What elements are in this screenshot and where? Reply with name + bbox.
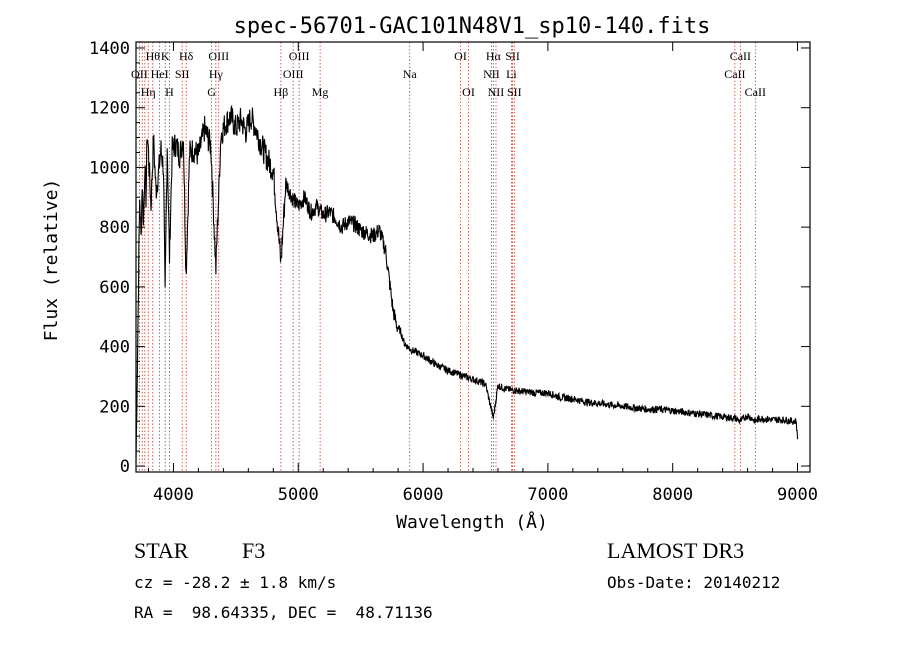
y-tick-label: 1200 [89,99,130,119]
coordinates: RA = 98.64335, DEC = 48.71136 [134,603,433,622]
line-label: Hβ [274,85,289,99]
spectral-line-markers [138,42,756,472]
object-subclass: F3 [242,538,266,563]
y-tick-label: 600 [99,278,130,298]
spectrum-line [135,104,799,464]
line-label: Hθ [146,49,161,63]
spectral-line-labels: OIIHηHθHeIKHSIIHδGHγOIIIHβOIIIOIIIMgNaOI… [131,49,766,99]
redshift-cz: cz = -28.2 ± 1.8 km/s [134,573,337,592]
observation-date: Obs-Date: 20140212 [607,573,781,592]
y-tick-label: 200 [99,397,130,417]
line-label: Hγ [209,67,224,81]
line-label: Mg [312,85,329,99]
y-tick-label: 400 [99,338,130,358]
line-label: SII [507,85,522,99]
survey-name: LAMOST DR3 [607,538,745,563]
line-label: Li [506,67,517,81]
line-label: HeI [151,67,169,81]
x-axis-ticks: 4000 5000 6000 7000 8000 9000 [147,42,818,505]
y-tick-label: 800 [99,218,130,238]
y-axis-ticks: 0 200 400 600 800 1000 1200 1400 [89,39,810,477]
y-tick-label: 1000 [89,158,130,178]
x-tick-label: 7000 [527,485,568,505]
line-label: Hα [486,49,502,63]
x-axis-label: Wavelength (Å) [396,511,548,533]
line-label: K [161,49,170,63]
x-tick-label: 9000 [777,485,818,505]
line-label: CaII [724,67,745,81]
line-label: G [207,85,216,99]
line-label: OII [131,67,148,81]
line-label: Hη [141,85,156,99]
y-axis-label: Flux (relative) [41,179,62,342]
x-tick-label: 4000 [153,485,194,505]
line-label: OIII [289,49,310,63]
x-tick-label: 8000 [652,485,693,505]
line-label: NII [483,67,500,81]
line-label: Hδ [179,49,194,63]
y-tick-label: 0 [120,457,130,477]
line-label: CaII [745,85,766,99]
line-label: CaII [730,49,751,63]
x-tick-label: 6000 [403,485,444,505]
line-label: Na [403,67,418,81]
object-type: STAR [134,538,189,563]
x-tick-label: 5000 [278,485,319,505]
line-label: H [165,85,174,99]
line-label: OIII [283,67,304,81]
line-label: OIII [208,49,229,63]
line-label: OI [462,85,475,99]
plot-frame [135,41,811,473]
chart-title: spec-56701-GAC101N48V1_sp10-140.fits [234,14,711,39]
y-tick-label: 1400 [89,39,130,59]
line-label: NII [488,85,505,99]
line-label: SII [505,49,520,63]
line-label: OI [454,49,467,63]
line-label: SII [175,67,190,81]
